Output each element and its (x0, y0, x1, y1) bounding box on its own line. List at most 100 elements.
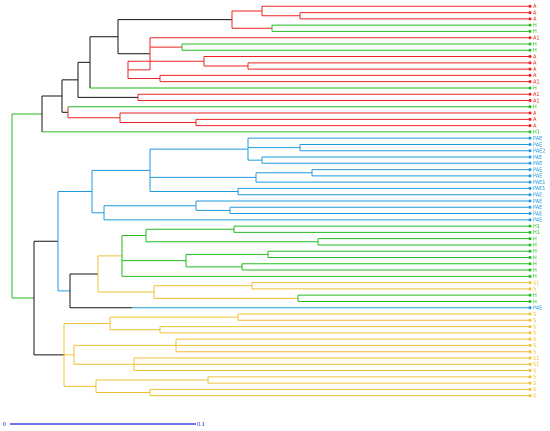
leaf-marker (528, 262, 532, 266)
leaf-marker (528, 4, 532, 8)
leaf-marker (528, 230, 532, 234)
leaf-marker (528, 249, 532, 253)
leaf-label: H (533, 48, 537, 54)
leaf-label: PAE (533, 174, 542, 180)
leaf-marker (528, 293, 532, 297)
leaf-label: PAE (533, 306, 542, 312)
leaf-label: A (533, 61, 537, 67)
leaf-marker (528, 287, 532, 291)
leaf-label: S (533, 324, 536, 330)
leaf-marker (528, 350, 532, 354)
leaf-label: A (533, 10, 537, 16)
leaf-marker (528, 86, 532, 90)
leaf-marker (528, 243, 532, 247)
leaf-label: H1 (533, 230, 540, 236)
leaf-label: A (533, 73, 537, 79)
leaf-marker (528, 274, 532, 278)
leaf-marker (528, 130, 532, 134)
leaf-label: H (533, 249, 537, 255)
leaf-label: H (533, 236, 537, 242)
leaf-label: PAE (533, 205, 542, 211)
leaf-label: S (533, 381, 536, 387)
leaf-label: PAE (533, 218, 542, 224)
leaf-label: S1 (533, 356, 539, 362)
leaf-label: H (533, 29, 537, 35)
leaf-marker (528, 224, 532, 228)
leaf-marker (528, 325, 532, 329)
leaf-label: PAE (533, 142, 542, 148)
leaf-label: H (533, 268, 537, 274)
leaf-marker (528, 67, 532, 71)
leaf-label: H (533, 299, 537, 305)
leaf-label: A (533, 4, 537, 10)
leaf-label: A (533, 67, 537, 73)
leaf-markers (528, 4, 532, 398)
leaf-label: PAE (533, 136, 542, 142)
leaf-marker (528, 161, 532, 165)
leaf-label: S (533, 331, 536, 337)
leaf-label: S (533, 393, 536, 399)
leaf-marker (528, 331, 532, 335)
leaf-label: A (533, 54, 537, 60)
leaf-marker (528, 136, 532, 140)
leaf-marker (528, 205, 532, 209)
leaf-label: S (533, 318, 536, 324)
leaf-marker (528, 61, 532, 65)
leaf-marker (528, 212, 532, 216)
leaf-marker (528, 343, 532, 347)
leaf-label: PAE (533, 155, 542, 161)
leaf-labels: AAAHHA1HHAAAAA1HA1A1HAAAH1PAEPAEPAE2PAEP… (533, 4, 545, 399)
leaf-marker (528, 92, 532, 96)
leaf-marker (528, 23, 532, 27)
leaf-label: H (533, 274, 537, 280)
scale-bar: 0 0.1 (3, 422, 205, 428)
leaf-label: PAE (533, 167, 542, 173)
leaf-marker (528, 105, 532, 109)
leaf-marker (528, 117, 532, 121)
leaf-label: S (533, 375, 536, 381)
leaf-marker (528, 142, 532, 146)
leaf-marker (528, 124, 532, 128)
tree-branches (11, 5, 530, 397)
leaf-label: H (533, 23, 537, 29)
leaf-marker (528, 369, 532, 373)
scale-bar-start-label: 0 (3, 422, 6, 428)
leaf-marker (528, 281, 532, 285)
leaf-label: A1 (533, 92, 540, 98)
leaf-marker (528, 174, 532, 178)
leaf-label: H (533, 243, 537, 249)
leaf-label: PAE (533, 161, 542, 167)
leaf-marker (528, 318, 532, 322)
leaf-label: A (533, 117, 537, 123)
leaf-marker (528, 80, 532, 84)
leaf-marker (528, 306, 532, 310)
leaf-marker (528, 73, 532, 77)
leaf-label: A1 (533, 79, 540, 85)
leaf-marker (528, 111, 532, 115)
leaf-label: H1 (533, 224, 540, 230)
leaf-marker (528, 362, 532, 366)
leaf-label: H (533, 262, 537, 268)
leaf-label: S (533, 337, 536, 343)
leaf-marker (528, 256, 532, 259)
leaf-marker (528, 42, 532, 46)
leaf-marker (528, 186, 532, 190)
leaf-marker (528, 394, 532, 398)
leaf-label: PAE (533, 193, 542, 199)
leaf-label: H (533, 255, 537, 261)
leaf-label: PAE2 (533, 149, 545, 155)
leaf-marker (528, 387, 532, 391)
leaf-marker (528, 312, 532, 316)
leaf-marker (528, 193, 532, 197)
leaf-marker (528, 155, 532, 159)
leaf-marker (528, 299, 532, 303)
leaf-marker (528, 11, 532, 15)
leaf-label: S (533, 312, 536, 318)
leaf-label: H1 (533, 130, 540, 136)
leaf-marker (528, 199, 532, 203)
leaf-marker (528, 36, 532, 40)
leaf-marker (528, 381, 532, 385)
leaf-label: A (533, 111, 537, 117)
leaf-marker (528, 17, 532, 21)
